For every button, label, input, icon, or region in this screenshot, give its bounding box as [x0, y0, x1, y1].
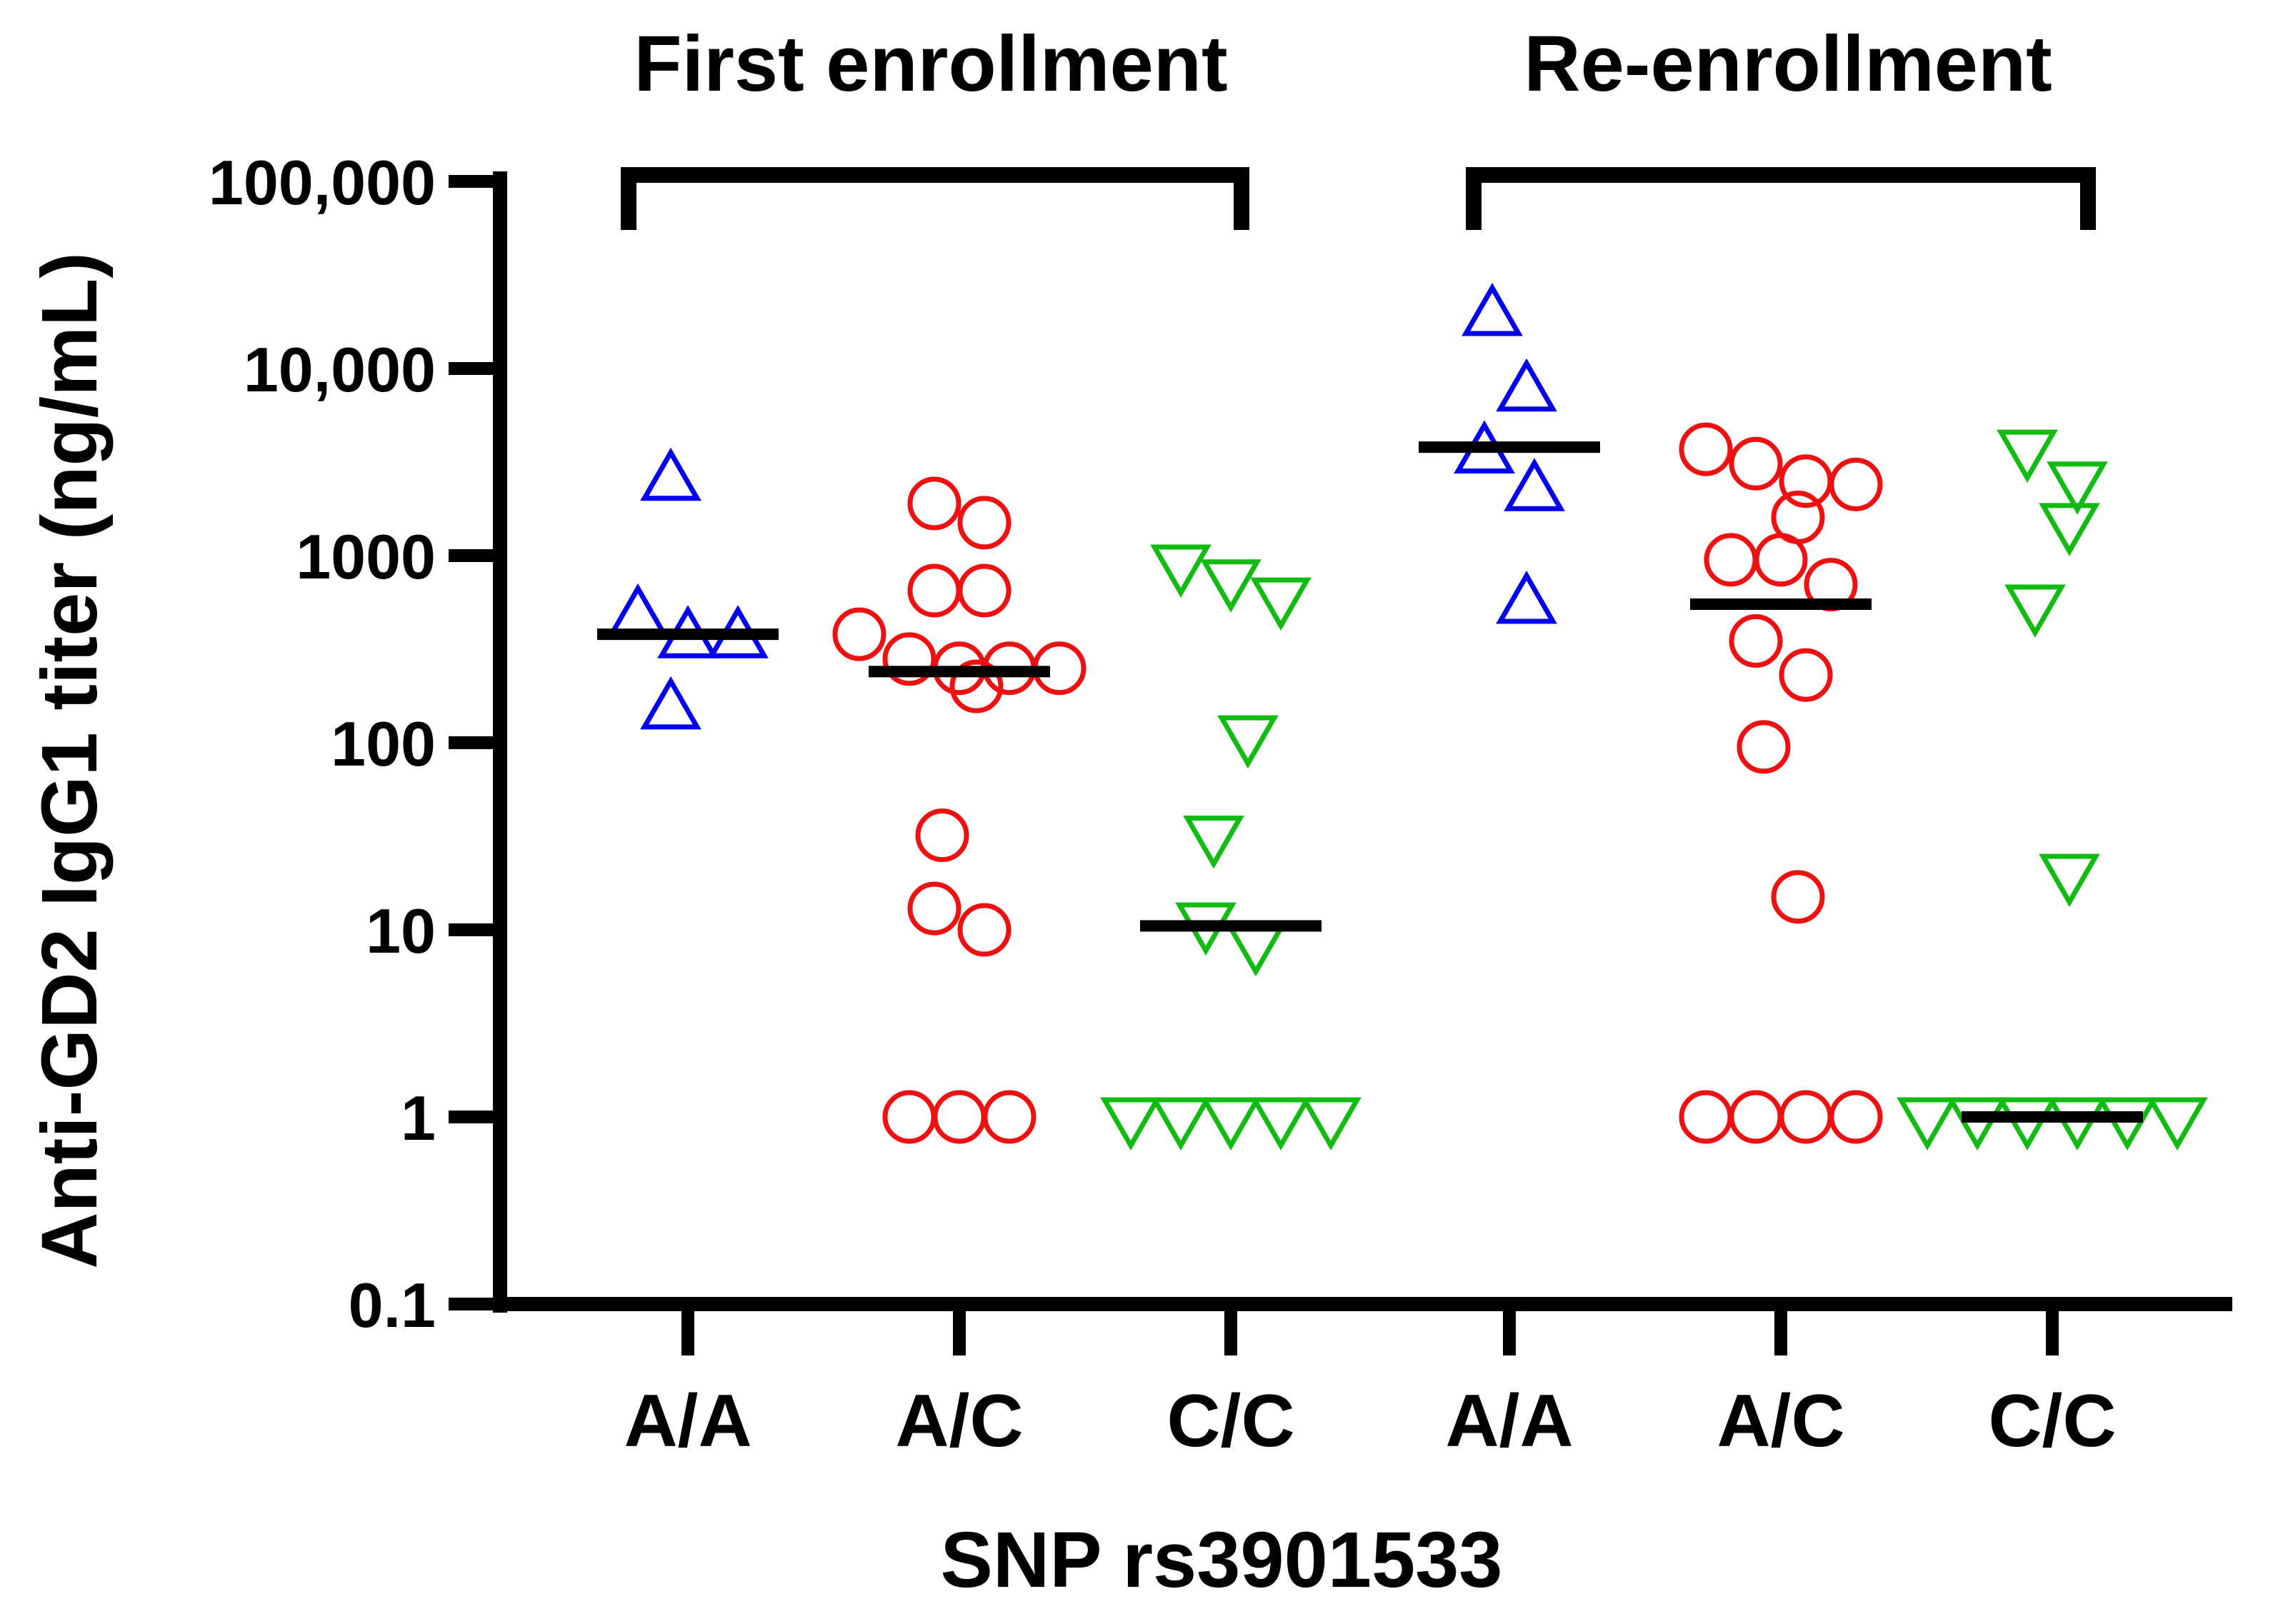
data-point-ac	[1729, 1090, 1783, 1144]
data-point-cc	[1225, 923, 1287, 977]
data-point-cc	[1217, 715, 1279, 769]
y-tick-label: 1	[401, 1083, 436, 1153]
data-point-ac	[1754, 533, 1808, 587]
data-point-aa	[640, 447, 701, 501]
y-tick-label: 0.1	[349, 1270, 436, 1340]
data-point-ac	[957, 903, 1011, 957]
data-point-ac	[907, 476, 961, 531]
data-point-cc	[1150, 1097, 1212, 1151]
median-lines	[597, 441, 2143, 1123]
data-point-ac	[1779, 648, 1833, 702]
data-point-ac	[957, 563, 1011, 618]
data-point-ac	[907, 563, 961, 618]
y-tick-label: 10	[366, 896, 436, 966]
y-axis-title: Anti-GD2 IgG1 titer (ng/mL)	[26, 252, 114, 1269]
data-point-ac	[1729, 613, 1783, 668]
data-point-ac	[1704, 533, 1758, 587]
data-point-ac	[932, 1090, 986, 1144]
x-tick-label-aa: A/A	[1445, 1380, 1573, 1463]
data-point-ac	[1829, 457, 1883, 511]
y-tick-label: 1000	[296, 521, 436, 592]
data-point-ac	[1679, 1090, 1733, 1144]
x-tick-label-ac: A/C	[1717, 1380, 1844, 1463]
group-titles: First enrollment Re-enrollment	[634, 20, 2052, 108]
data-point-cc	[1100, 1097, 1162, 1151]
data-point-cc	[2004, 584, 2066, 638]
data-point-aa	[1462, 282, 1523, 336]
data-point-ac	[1829, 1090, 1883, 1144]
data-point-ac	[915, 808, 969, 863]
data-point-ac	[957, 496, 1011, 550]
y-tick-label: 10,000	[244, 334, 436, 405]
y-tick-label: 100,000	[209, 147, 436, 218]
data-point-ac	[882, 632, 936, 686]
data-point-cc	[1183, 816, 1244, 869]
data-point-cc	[1250, 1097, 1312, 1151]
group-bracket-1	[1466, 167, 2096, 230]
data-point-ac	[832, 607, 886, 661]
data-point-cc	[2039, 503, 2100, 556]
data-point-cc	[1150, 544, 1212, 598]
brackets	[621, 167, 2096, 230]
data-point-ac	[982, 1090, 1036, 1144]
data-point-cc	[1250, 577, 1312, 631]
data-point-cc	[1200, 1097, 1262, 1151]
data-point-aa	[607, 583, 669, 637]
x-tick-label-ac: A/C	[895, 1380, 1023, 1463]
x-tick-label-cc: C/C	[1988, 1380, 2116, 1463]
x-axis-title: SNP rs3901533	[941, 1516, 1503, 1604]
data-point-ac	[1737, 720, 1791, 774]
data-point-ac	[1729, 436, 1783, 491]
data-point-aa	[640, 676, 701, 730]
data-point-cc	[2039, 853, 2100, 908]
data-point-ac	[1779, 1090, 1833, 1144]
x-tick-label-aa: A/A	[624, 1380, 751, 1463]
data-point-ac	[949, 659, 1004, 713]
data-point-ac	[907, 881, 961, 936]
data-point-ac	[1679, 422, 1733, 476]
data-points	[607, 282, 2208, 1151]
data-point-cc	[1897, 1097, 1958, 1151]
data-point-ac	[1779, 454, 1833, 508]
group-title-first-enrollment: First enrollment	[634, 20, 1227, 108]
data-point-cc	[1200, 559, 1262, 613]
group-bracket-0	[621, 167, 1249, 230]
data-point-cc	[1997, 429, 2058, 483]
data-point-aa	[1496, 571, 1557, 624]
group-title-re-enrollment: Re-enrollment	[1524, 20, 2052, 108]
y-axis: 0.1 1 10 100 1000 10,000 100,000	[209, 147, 507, 1340]
data-point-aa	[1504, 458, 1565, 511]
x-tick-label-cc: C/C	[1167, 1380, 1294, 1463]
x-axis: A/A A/C C/C A/A A/C C/C	[493, 1297, 2232, 1463]
data-point-ac	[882, 1090, 936, 1144]
y-tick-label: 100	[331, 708, 436, 779]
data-point-ac	[1771, 870, 1825, 924]
data-point-cc	[1300, 1097, 1362, 1151]
data-point-cc	[2147, 1097, 2208, 1151]
data-point-aa	[1496, 358, 1557, 412]
data-point-cc	[2047, 461, 2108, 515]
